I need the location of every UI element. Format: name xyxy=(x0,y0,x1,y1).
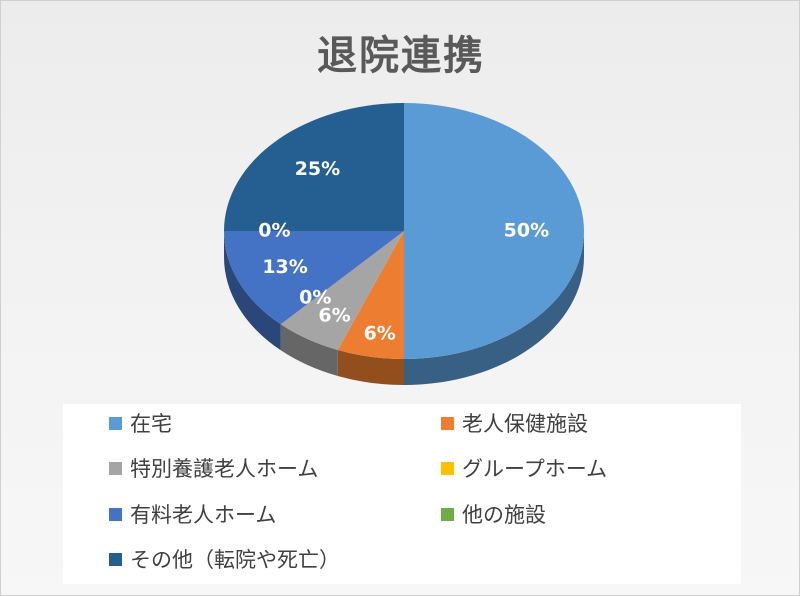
data-label-5: 0% xyxy=(258,220,290,242)
data-label-3: 0% xyxy=(299,287,331,309)
legend-swatch-5 xyxy=(441,507,454,521)
legend-item-1: 老人保健施設 xyxy=(441,408,588,438)
chart-title: 退院連携 xyxy=(317,33,485,79)
legend: 在宅 老人保健施設特別養護老人ホーム グループホーム有料老人ホーム 他の施設その他（転… xyxy=(63,404,741,584)
legend-swatch-6 xyxy=(109,552,122,566)
legend-label-4: 有料老人ホーム xyxy=(130,503,277,527)
data-label-4: 13% xyxy=(262,256,307,278)
pie-side-2 xyxy=(280,324,338,377)
legend-swatch-2 xyxy=(109,461,122,475)
legend-label-6: その他（転院や死亡） xyxy=(130,548,340,572)
legend-item-4: 有料老人ホーム xyxy=(109,499,276,529)
pie-side-1 xyxy=(337,350,404,385)
legend-swatch-1 xyxy=(441,416,454,430)
legend-item-2: 特別養護老人ホーム xyxy=(109,453,318,483)
pie-slice-0 xyxy=(404,103,584,359)
legend-label-3: グループホーム xyxy=(462,457,608,481)
pie-slice-4 xyxy=(224,231,404,325)
data-label-6: 25% xyxy=(295,158,340,180)
legend-label-2: 特別養護老人ホーム xyxy=(130,457,319,481)
pie-slice-2 xyxy=(280,231,404,351)
legend-label-0: 在宅 xyxy=(130,412,172,436)
pie-chart: 50%6%6%0%13%0%25% xyxy=(224,103,584,385)
pie-side-0 xyxy=(404,231,584,385)
data-label-0: 50% xyxy=(504,220,549,242)
legend-item-3: グループホーム xyxy=(441,453,607,483)
pie-slice-1 xyxy=(337,231,404,359)
legend-item-0: 在宅 xyxy=(109,408,172,438)
legend-swatch-4 xyxy=(109,507,122,521)
data-label-1: 6% xyxy=(364,323,396,345)
legend-swatch-0 xyxy=(109,416,122,430)
legend-label-1: 老人保健施設 xyxy=(462,412,588,436)
pie-slice-6 xyxy=(224,103,404,231)
pie-side-4 xyxy=(224,231,281,351)
legend-item-5: 他の施設 xyxy=(441,499,546,529)
legend-label-5: 他の施設 xyxy=(462,503,546,527)
legend-item-6: その他（転院や死亡） xyxy=(109,544,340,574)
legend-swatch-3 xyxy=(441,461,454,475)
data-label-2: 6% xyxy=(318,305,350,327)
